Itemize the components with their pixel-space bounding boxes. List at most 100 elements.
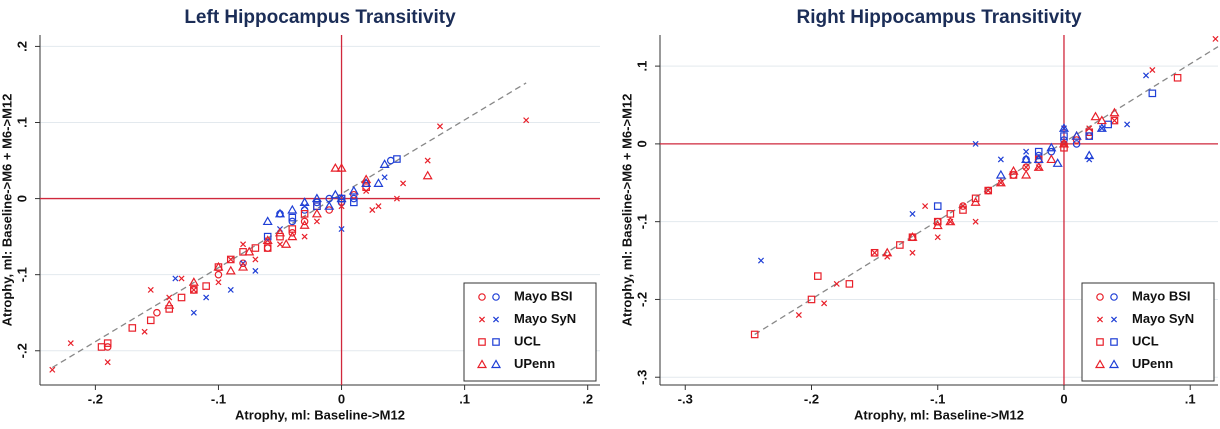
point: [972, 140, 979, 147]
point: [361, 178, 372, 187]
point: [251, 244, 260, 252]
point: [1084, 150, 1095, 160]
point: [1110, 116, 1119, 125]
point: [300, 217, 309, 226]
point: [287, 231, 298, 241]
legend-label: Mayo SyN: [1132, 311, 1194, 326]
point: [348, 185, 359, 195]
point: [1058, 138, 1070, 148]
point: [934, 234, 941, 241]
point: [350, 198, 358, 207]
x-tick-label: -.2: [804, 391, 819, 406]
point: [262, 235, 273, 245]
point: [985, 187, 992, 194]
legend-marker: [492, 293, 500, 301]
y-tick-label: .1: [634, 61, 649, 72]
point: [1034, 151, 1043, 160]
chart-title: Left Hippocampus Transitivity: [184, 7, 456, 28]
point: [1046, 154, 1057, 164]
point: [1058, 123, 1070, 132]
point: [252, 267, 259, 274]
y-tick-label: .1: [14, 117, 29, 128]
point: [1071, 130, 1082, 140]
point: [338, 203, 345, 210]
point: [1008, 165, 1019, 175]
point: [970, 197, 981, 206]
point: [361, 174, 372, 184]
x-tick-label: 0: [1060, 391, 1067, 406]
point: [909, 249, 916, 256]
point: [1046, 142, 1057, 152]
point: [750, 330, 759, 339]
point: [330, 162, 341, 172]
point: [400, 180, 407, 187]
point: [1149, 66, 1156, 74]
point: [1023, 148, 1030, 155]
point: [1021, 154, 1032, 164]
point: [896, 241, 904, 249]
x-tick-label: -.2: [88, 391, 103, 406]
point: [933, 202, 942, 210]
y-tick-label: .2: [14, 41, 29, 52]
legend-marker: [1110, 316, 1118, 323]
point: [227, 256, 234, 263]
point: [1060, 143, 1068, 152]
point: [177, 293, 186, 302]
point: [984, 186, 993, 195]
point: [226, 255, 235, 264]
point: [757, 257, 765, 264]
point: [523, 117, 530, 124]
point: [933, 217, 942, 226]
y-tick-label: 0: [14, 195, 29, 202]
point: [814, 272, 822, 280]
point: [1047, 147, 1056, 156]
point: [1212, 35, 1219, 42]
legend-marker: [1096, 316, 1104, 323]
point: [262, 216, 273, 226]
legend-box: [1081, 282, 1215, 382]
point: [313, 218, 320, 225]
legend-label: UCL: [514, 333, 541, 348]
point: [299, 220, 310, 229]
point: [240, 241, 247, 248]
point: [1173, 73, 1182, 82]
point: [1021, 169, 1032, 179]
diagonal-line: [51, 82, 527, 369]
point: [300, 210, 309, 218]
point: [1033, 162, 1044, 171]
point: [1143, 72, 1150, 79]
legend-marker: [1110, 293, 1118, 301]
x-tick-label: .2: [582, 391, 593, 406]
point: [263, 244, 272, 252]
point: [190, 286, 198, 294]
point: [49, 366, 56, 373]
point: [882, 247, 893, 257]
point: [381, 174, 388, 181]
point: [311, 193, 322, 203]
point: [287, 204, 298, 214]
point: [1052, 158, 1063, 167]
legend-marker: [478, 293, 486, 301]
point: [281, 239, 292, 248]
point: [1085, 132, 1094, 140]
point: [301, 203, 308, 210]
point: [288, 217, 297, 226]
point: [871, 249, 878, 256]
point: [959, 203, 967, 210]
point: [338, 225, 345, 233]
legend-label: UPenn: [514, 356, 555, 371]
point: [997, 156, 1004, 163]
point: [795, 311, 802, 319]
point: [807, 295, 816, 304]
point: [325, 206, 334, 214]
point: [907, 232, 918, 241]
point: [215, 279, 222, 286]
point: [1072, 140, 1081, 148]
legend-marker: [1108, 359, 1120, 369]
point: [103, 339, 112, 347]
point: [165, 305, 174, 313]
y-tick-label: -.3: [634, 370, 649, 385]
point: [1124, 121, 1131, 128]
x-tick-label: .1: [1185, 391, 1196, 406]
point: [959, 206, 967, 214]
